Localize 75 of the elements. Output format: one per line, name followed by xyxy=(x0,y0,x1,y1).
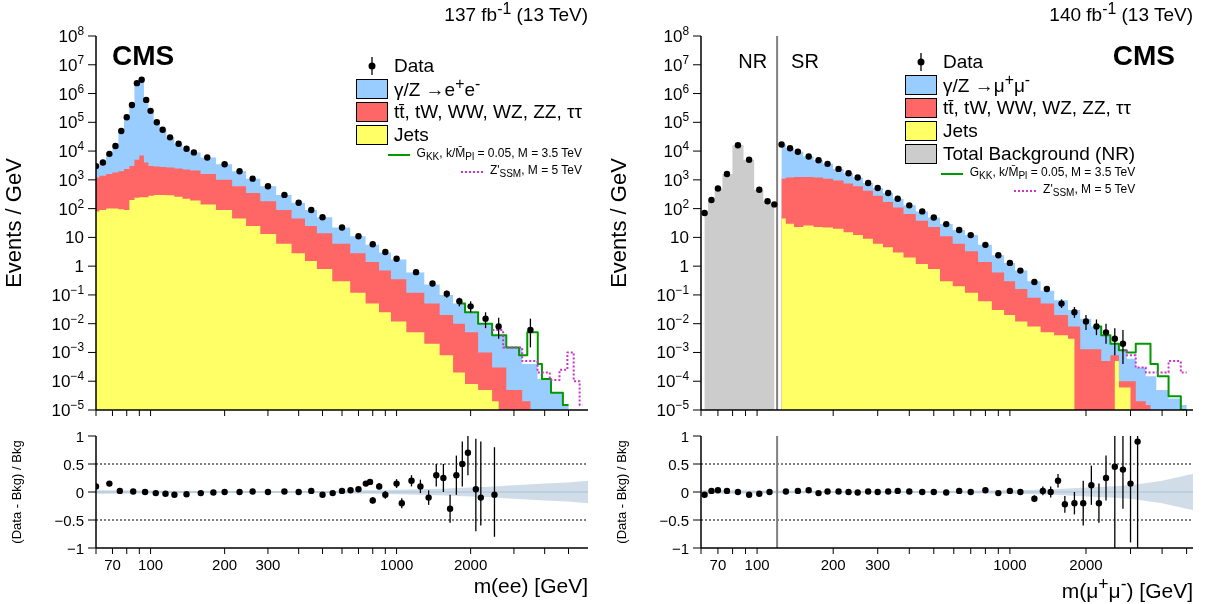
legend-label: Total Background (NR) xyxy=(943,142,1136,165)
x-tick-label: 100 xyxy=(138,556,164,573)
legend-label: Jets xyxy=(393,123,429,146)
y-tick-label: 0 xyxy=(75,484,84,501)
annotation: NR xyxy=(738,50,768,73)
y-tick-label: 10$^{7}$ xyxy=(58,52,85,75)
x-tick-label: 1000 xyxy=(993,556,1027,573)
legend-label: tt̄, tW, WW, WZ, ZZ, ττ xyxy=(943,96,1132,119)
y-tick-label: 10 xyxy=(670,228,689,248)
x-tick-label: 100 xyxy=(744,556,770,573)
y-tick-label: 10$^{−1}$ xyxy=(51,282,85,305)
y-tick-label: 0.5 xyxy=(63,456,84,473)
y-tick-label: 10$^{−4}$ xyxy=(656,369,690,392)
y-tick-label: 10$^{5}$ xyxy=(663,110,690,133)
y-tick-label: 1 xyxy=(74,257,84,277)
x-axis-title: m(ee) [GeV] xyxy=(473,574,588,598)
y-tick-label: 1 xyxy=(679,257,689,277)
chart-title: 137 fb$^{-1}$ (13 TeV) xyxy=(444,0,588,27)
chart-title: 140 fb$^{-1}$ (13 TeV) xyxy=(1049,0,1193,27)
legend-label: γ/Z →e$^{+}$e$^{-}$ xyxy=(393,75,481,102)
y-tick-label: 10$^{−5}$ xyxy=(656,398,690,420)
y-tick-label: 10$^{3}$ xyxy=(663,167,690,190)
y-tick-label: 0.5 xyxy=(668,456,689,473)
y-tick-label: 10$^{−4}$ xyxy=(51,369,85,392)
y-tick-label: −1 xyxy=(66,540,84,557)
x-tick-label: 70 xyxy=(104,556,121,573)
y-tick-label: 10$^{−2}$ xyxy=(51,311,85,334)
y-tick-label: 10$^{4}$ xyxy=(58,139,85,162)
legend-label: Data xyxy=(393,54,435,77)
legend-label: Data xyxy=(943,50,984,73)
x-tick-label: 70 xyxy=(709,556,727,573)
x-tick-label: 2000 xyxy=(1069,556,1103,573)
x-tick-label: 300 xyxy=(255,556,281,573)
y-tick-label: 10$^{3}$ xyxy=(58,167,85,190)
legend-label: tt̄, tW, WW, WZ, ZZ, ττ xyxy=(393,100,582,123)
y-tick-label: 10$^{−3}$ xyxy=(51,340,85,363)
y-tick-label: 10 xyxy=(65,228,84,248)
annotation: CMS xyxy=(1112,40,1175,72)
y-tick-label: 10$^{−2}$ xyxy=(656,311,690,334)
y-axis-title: Events / GeV xyxy=(1,158,27,288)
y-tick-label: 10$^{2}$ xyxy=(58,196,85,219)
y-tick-label: 1 xyxy=(75,428,84,445)
y-tick-label: 10$^{6}$ xyxy=(663,81,690,104)
y-tick-label: 10$^{8}$ xyxy=(663,24,690,46)
x-tick-label: 1000 xyxy=(379,556,414,573)
y-tick-label: 10$^{7}$ xyxy=(663,52,690,75)
legend-label: Z'$_{SSM}$, M = 5 TeV xyxy=(489,163,582,180)
y-tick-label: −0.5 xyxy=(659,512,689,529)
annotation: SR xyxy=(791,50,819,73)
y-tick-label: 0 xyxy=(680,484,689,501)
y-axis-title: Events / GeV xyxy=(606,158,632,288)
y-tick-label: 10$^{5}$ xyxy=(58,110,85,133)
y-axis-title: (Data - Bkg) / Bkg xyxy=(613,440,629,544)
x-tick-label: 200 xyxy=(820,556,846,573)
legend-label: G$_{KK}$, k/M̄$_{Pl}$ = 0.05, M = 3.5 TeV xyxy=(416,146,582,163)
y-tick-label: 10$^{−1}$ xyxy=(656,282,690,305)
x-axis-title: m(μ$^{+}$μ$^{-}$) [GeV] xyxy=(1061,574,1193,603)
y-tick-label: 10$^{6}$ xyxy=(58,81,85,104)
legend-label: Jets xyxy=(943,119,978,142)
legend-label: Z'$_{SSM}$, M = 5 TeV xyxy=(1043,182,1136,199)
y-tick-label: −1 xyxy=(671,540,689,557)
legend-label: G$_{KK}$, k/M̄$_{Pl}$ = 0.05, M = 3.5 TeV xyxy=(969,165,1136,182)
y-tick-label: 10$^{4}$ xyxy=(663,139,690,162)
legend-label: γ/Z →μ$^{+}$μ$^{-}$ xyxy=(943,71,1031,98)
x-tick-label: 2000 xyxy=(453,556,488,573)
y-tick-label: 10$^{2}$ xyxy=(663,196,690,219)
y-tick-label: 10$^{−3}$ xyxy=(656,340,690,363)
y-axis-title: (Data - Bkg) / Bkg xyxy=(8,440,24,544)
y-tick-label: 10$^{8}$ xyxy=(58,24,85,46)
y-tick-label: 1 xyxy=(680,428,689,445)
x-tick-label: 200 xyxy=(212,556,238,573)
y-tick-label: 10$^{−5}$ xyxy=(51,398,85,420)
annotation: CMS xyxy=(112,40,175,72)
y-tick-label: −0.5 xyxy=(54,512,84,529)
x-tick-label: 300 xyxy=(865,556,891,573)
